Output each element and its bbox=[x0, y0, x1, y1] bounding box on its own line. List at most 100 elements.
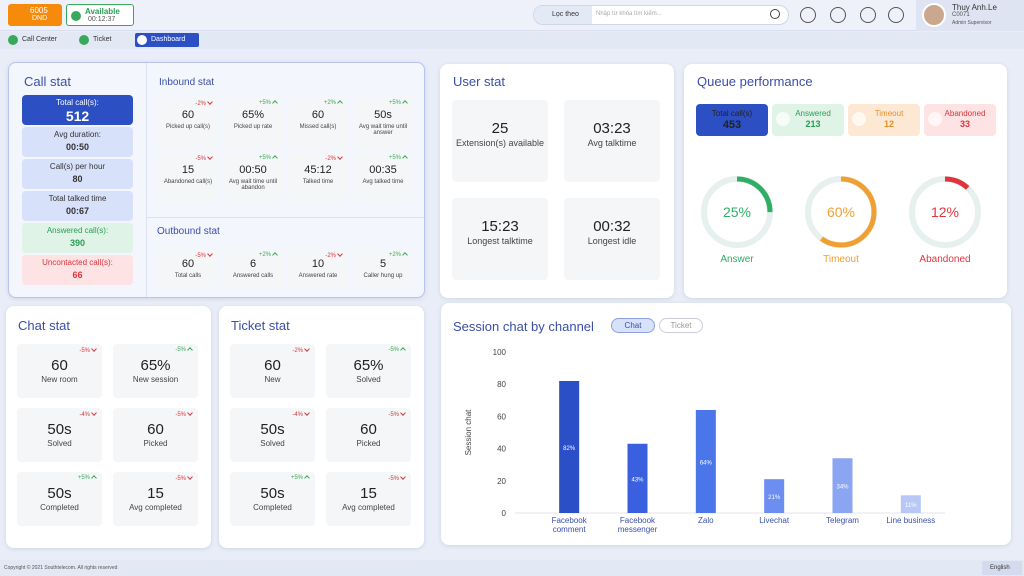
summary-box: Call(s) per hour 80 bbox=[22, 159, 133, 189]
chart-toggle[interactable]: Ticket bbox=[659, 318, 703, 333]
stat-label: Answered calls bbox=[232, 273, 274, 280]
stat-value: 50s bbox=[47, 484, 72, 502]
stat-value: 60 bbox=[311, 109, 325, 121]
summary-box: Total talked time 00:67 bbox=[22, 191, 133, 221]
stat-value: 60 bbox=[360, 420, 377, 438]
stat-change: -5% bbox=[79, 347, 96, 354]
toolbar-icon[interactable] bbox=[800, 7, 816, 23]
stat-label: Completed bbox=[40, 502, 79, 512]
stat-tile: 6 Answered calls +2% bbox=[223, 249, 283, 287]
stat-tile: 65% New session -5% bbox=[113, 344, 198, 398]
stat-tile: 15 Avg completed -5% bbox=[326, 472, 411, 526]
graphic: Session chat 0 20 40 60 80 100 82% Facebook comme… bbox=[464, 348, 945, 534]
badge-icon bbox=[776, 112, 790, 126]
stat-value: 00:50 bbox=[239, 164, 267, 176]
ticket-stat-card: Ticket stat 60 New -2% 65% Solved -5% 50s Solved… bbox=[219, 306, 424, 548]
queue-badge: Abandoned 33 bbox=[924, 104, 996, 136]
y-tick-label: 0 bbox=[502, 509, 507, 518]
search-box[interactable]: Lọc theo Nhập từ khóa tìm kiếm... bbox=[533, 5, 789, 25]
stat-change: +2% bbox=[259, 252, 277, 258]
summary-box: Total call(s): 512 bbox=[22, 95, 133, 125]
stat-tile: 15 Abandoned call(s) -5% bbox=[158, 152, 218, 202]
section-title: Outbound stat bbox=[157, 226, 220, 237]
stat-value: 65% bbox=[140, 356, 171, 374]
user-name: Thuy Anh.Le bbox=[952, 3, 997, 12]
x-tick-label: Telegram bbox=[826, 516, 859, 525]
stat-tile: 00:35 Avg talked time +5% bbox=[353, 152, 413, 202]
stat-tile: 60 Picked up call(s) -2% bbox=[158, 97, 218, 147]
extension-status: DND bbox=[32, 15, 48, 22]
badge-value: 453 bbox=[722, 119, 742, 131]
badge-value: 213 bbox=[805, 119, 821, 129]
card-title: Ticket stat bbox=[231, 318, 290, 333]
x-tick-label: Livechat bbox=[759, 516, 790, 525]
stat-label: Longest talktime bbox=[467, 235, 533, 246]
stat-tile: 15:23 Longest talktime bbox=[452, 198, 548, 280]
x-tick-label: Zalo bbox=[698, 516, 714, 525]
tab[interactable]: Dashboard bbox=[135, 33, 199, 47]
y-tick-label: 40 bbox=[497, 445, 506, 454]
summary-label: Call(s) per hour bbox=[49, 162, 106, 171]
stat-tile: 5 Caller hung up +2% bbox=[353, 249, 413, 287]
user-menu[interactable]: Thuy Anh.Le C0071 Admin Supervisor bbox=[916, 0, 1024, 31]
stat-label: Completed bbox=[253, 502, 292, 512]
gauge-arc bbox=[701, 176, 773, 248]
copyright: Copyright © 2021 Southtelecom. All right… bbox=[4, 565, 118, 571]
stat-tile: 50s Completed +5% bbox=[17, 472, 102, 526]
gauge-name: Abandoned bbox=[919, 254, 970, 265]
stat-change: +5% bbox=[78, 475, 96, 481]
toolbar-icon[interactable] bbox=[830, 7, 846, 23]
card-title: Chat stat bbox=[18, 318, 71, 333]
stat-change: -2% bbox=[195, 100, 212, 107]
stat-tile: 60 New room -5% bbox=[17, 344, 102, 398]
stat-change: -5% bbox=[175, 475, 192, 482]
y-tick-label: 60 bbox=[497, 412, 506, 421]
summary-box: Avg duration: 00:50 bbox=[22, 127, 133, 157]
summary-value: 66 bbox=[72, 270, 83, 280]
card-title: User stat bbox=[453, 74, 506, 89]
stat-tile: 65% Solved -5% bbox=[326, 344, 411, 398]
stat-tile: 60 Total calls -5% bbox=[158, 249, 218, 287]
stat-value: 60 bbox=[147, 420, 164, 438]
stat-tile: 15 Avg completed -5% bbox=[113, 472, 198, 526]
stat-value: 00:32 bbox=[593, 217, 631, 235]
toolbar-icon[interactable] bbox=[888, 7, 904, 23]
top-bar: 6005 DND Available 00:12:37 Lọc theo Nhập từ … bbox=[0, 0, 1024, 31]
stat-label: Abandoned call(s) bbox=[163, 179, 213, 185]
gauge-label: 60% bbox=[827, 204, 855, 220]
user-stat-card: User stat 25 Extension(s) available 03:23 Av… bbox=[440, 64, 674, 298]
stat-tile: 10 Answered rate -2% bbox=[288, 249, 348, 287]
gauge-name: Timeout bbox=[823, 254, 859, 265]
bar-value-label: 82% bbox=[563, 446, 576, 452]
stat-tile: 50s Solved -4% bbox=[230, 408, 315, 462]
stat-tile: 50s Solved -4% bbox=[17, 408, 102, 462]
stat-change: +5% bbox=[389, 155, 407, 161]
status-button[interactable]: Available 00:12:37 bbox=[66, 4, 134, 26]
tab[interactable]: Call Center bbox=[6, 33, 73, 47]
filter-dropdown[interactable]: Lọc theo bbox=[534, 6, 592, 24]
language-select[interactable]: English bbox=[982, 561, 1022, 575]
stat-value: 6 bbox=[249, 258, 257, 271]
stat-value: 65% bbox=[353, 356, 384, 374]
stat-value: 15 bbox=[360, 484, 377, 502]
summary-box: Uncontacted call(s): 66 bbox=[22, 255, 133, 285]
stat-label: New bbox=[264, 374, 281, 384]
tab[interactable]: Ticket bbox=[77, 33, 131, 47]
bar bbox=[832, 458, 853, 513]
section-divider bbox=[147, 217, 424, 218]
stat-label: Caller hung up bbox=[363, 273, 403, 280]
stat-value: 25 bbox=[491, 119, 509, 137]
stat-value: 50s bbox=[260, 420, 285, 438]
stat-change: -2% bbox=[325, 252, 342, 259]
queue-badge: Answered 213 bbox=[772, 104, 844, 136]
stat-label: New room bbox=[41, 374, 78, 384]
stat-value: 50s bbox=[260, 484, 285, 502]
extension-button[interactable]: 6005 DND bbox=[8, 4, 62, 26]
summary-box: Answered call(s): 390 bbox=[22, 223, 133, 253]
toolbar-icon[interactable] bbox=[860, 7, 876, 23]
stat-value: 45:12 bbox=[304, 164, 332, 176]
stat-change: -5% bbox=[195, 252, 212, 259]
stat-value: 50s bbox=[374, 109, 392, 121]
chart-toggle[interactable]: Chat bbox=[611, 318, 655, 333]
stat-label: Longest idle bbox=[587, 235, 637, 246]
